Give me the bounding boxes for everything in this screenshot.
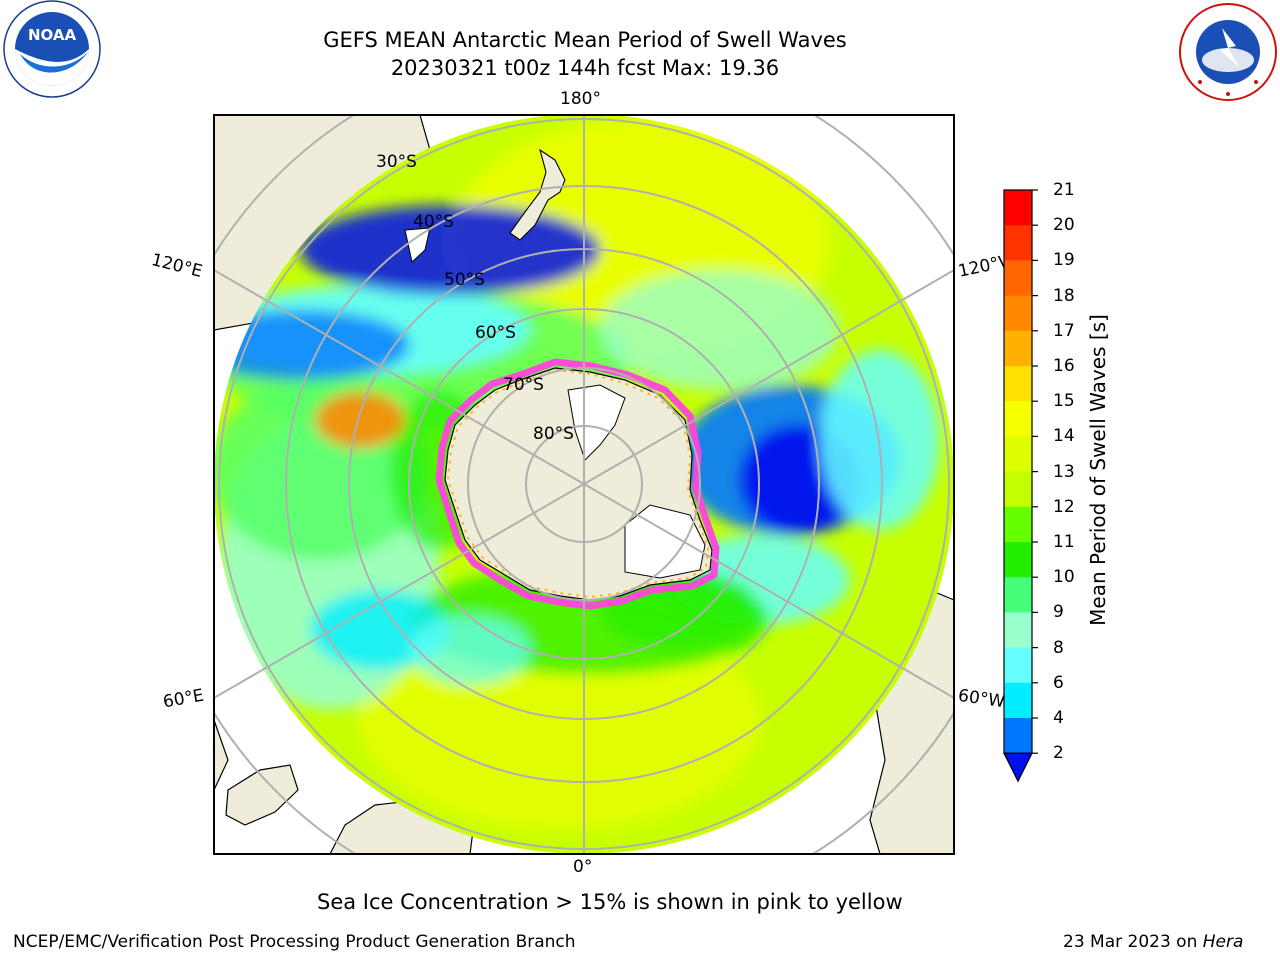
colorbar-tick-label: 15 [1053, 391, 1075, 412]
footer-host: Hera [1202, 932, 1244, 952]
colorbar-segment [1004, 190, 1032, 226]
colorbar-tick-label: 2 [1053, 743, 1064, 764]
colorbar-segment [1004, 471, 1032, 508]
lat-label-50s: 50°S [444, 270, 485, 290]
colorbar-title: Mean Period of Swell Waves [s] [1086, 314, 1110, 626]
colorbar-segment [1004, 225, 1032, 261]
colorbar-tick-label: 20 [1053, 215, 1075, 236]
colorbar-tick-label: 10 [1053, 567, 1075, 588]
noaa-logo: NOAA [3, 0, 101, 98]
colorbar-segment [1004, 330, 1032, 367]
colorbar-segment [1004, 366, 1032, 402]
colorbar-extend-min [1003, 752, 1033, 783]
nws-logo [1179, 3, 1277, 101]
colorbar-tick-label: 12 [1053, 496, 1075, 517]
colorbar-segment [1004, 682, 1032, 719]
map-frame [213, 114, 955, 855]
meridians [214, 115, 954, 854]
colorbar-tick-label: 19 [1053, 250, 1075, 271]
colorbar-segment [1004, 542, 1032, 578]
colorbar-segment [1004, 295, 1032, 332]
svg-text:NOAA: NOAA [28, 26, 77, 44]
colorbar-tick-label: 6 [1053, 672, 1064, 693]
lat-label-80s: 80°S [533, 424, 574, 444]
footer-date: 23 Mar 2023 on Hera [1063, 932, 1243, 952]
footer-date-text: 23 Mar 2023 on [1063, 932, 1203, 952]
ross-ice-shelf [567, 384, 626, 461]
lat-label-30s: 30°S [376, 152, 417, 172]
tasmania-land [404, 227, 431, 263]
colorbar-tick-label: 8 [1053, 637, 1064, 658]
india-land [214, 719, 229, 791]
lat-label-40s: 40°S [413, 212, 454, 232]
map-subtitle: 20230321 t00z 144h fcst Max: 19.36 [390, 56, 780, 80]
footer-branch: NCEP/EMC/Verification Post Processing Pr… [13, 932, 576, 952]
map-title: GEFS MEAN Antarctic Mean Period of Swell… [323, 28, 847, 52]
lat-label-60s: 60°S [475, 323, 516, 343]
colorbar-segment [1004, 506, 1032, 543]
colorbar-segment [1004, 718, 1032, 754]
colorbar-tick-label: 11 [1053, 532, 1075, 552]
weddell-ice-shelf [624, 504, 706, 579]
colorbar-tick-label: 17 [1053, 320, 1075, 341]
colorbar-tick-label: 4 [1053, 708, 1064, 728]
colorbar-segment [1004, 260, 1032, 297]
colorbar-tick-label: 9 [1053, 602, 1064, 623]
colorbar-segment [1004, 647, 1032, 684]
colorbar-segment [1004, 436, 1032, 473]
colorbar-tick-label: 18 [1053, 285, 1075, 306]
colorbar-segment [1004, 577, 1032, 613]
colorbar-tick-label: 13 [1053, 461, 1075, 482]
lon-label-180: 180° [560, 89, 601, 109]
sea-ice-edge-inner [446, 368, 710, 599]
lat-label-70s: 70°S [503, 375, 544, 395]
colorbar-tick-label: 16 [1053, 356, 1075, 376]
lon-label-0: 0° [573, 857, 593, 877]
colorbar-tick-label: 14 [1053, 426, 1075, 447]
sea-ice-edge [435, 358, 720, 610]
colorbar-segment [1004, 612, 1032, 649]
colorbar-tick-label: 21 [1053, 180, 1075, 200]
colorbar-segment [1004, 401, 1032, 437]
sea-ice-note: Sea Ice Concentration > 15% is shown in … [317, 890, 903, 914]
